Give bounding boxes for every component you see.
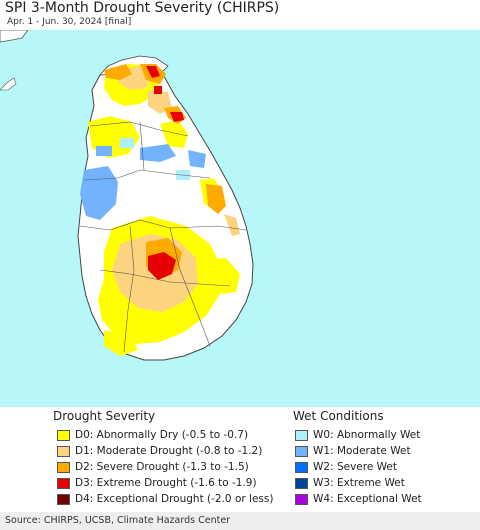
- india-coast-small: [0, 77, 17, 91]
- swatch-w2: [295, 461, 308, 473]
- legend-label: W4: Exceptional Wet: [313, 493, 422, 505]
- swatch-w0: [295, 429, 308, 441]
- legend: Drought Severity Wet Conditions D0: Abno…: [0, 407, 480, 512]
- legend-label: W1: Moderate Wet: [313, 445, 411, 457]
- legend-item-w2: W2: Severe Wet: [295, 460, 397, 474]
- legend-label: D4: Exceptional Drought (-2.0 or less): [75, 493, 274, 505]
- swatch-d4: [57, 493, 70, 505]
- legend-label: D1: Moderate Drought (-0.8 to -1.2): [75, 445, 263, 457]
- title-block: SPI 3-Month Drought Severity (CHIRPS) Ap…: [0, 0, 480, 30]
- legend-item-w1: W1: Moderate Wet: [295, 444, 411, 458]
- legend-item-d3: D3: Extreme Drought (-1.6 to -1.9): [57, 476, 257, 490]
- legend-item-d1: D1: Moderate Drought (-0.8 to -1.2): [57, 444, 262, 458]
- swatch-w1: [295, 445, 308, 457]
- swatch-d0: [57, 429, 70, 441]
- legend-label: W2: Severe Wet: [313, 461, 397, 473]
- drought-legend-title: Drought Severity: [53, 409, 156, 423]
- map-area[interactable]: [0, 30, 480, 407]
- swatch-d1: [57, 445, 70, 457]
- legend-label: D0: Abnormally Dry (-0.5 to -0.7): [75, 429, 249, 441]
- source-credit: Source: CHIRPS, UCSB, Climate Hazards Ce…: [5, 515, 231, 526]
- d3-zones: [146, 66, 184, 280]
- legend-item-d4: D4: Exceptional Drought (-2.0 or less): [57, 492, 273, 506]
- map-subtitle: Apr. 1 - Jun. 30, 2024 [final]: [7, 17, 132, 27]
- swatch-d3: [57, 477, 70, 489]
- legend-item-w0: W0: Abnormally Wet: [295, 428, 420, 442]
- wet-legend-title: Wet Conditions: [293, 409, 384, 423]
- drought-map: [0, 30, 254, 361]
- swatch-w3: [295, 477, 308, 489]
- swatch-d2: [57, 461, 70, 473]
- footer: Source: CHIRPS, UCSB, Climate Hazards Ce…: [0, 512, 480, 530]
- legend-item-w3: W3: Extreme Wet: [295, 476, 405, 490]
- province-boundaries: [79, 121, 247, 353]
- legend-item-d2: D2: Severe Drought (-1.3 to -1.5): [57, 460, 249, 474]
- legend-label: D3: Extreme Drought (-1.6 to -1.9): [75, 477, 257, 489]
- india-landmass: [0, 30, 29, 43]
- legend-label: W3: Extreme Wet: [313, 477, 405, 489]
- legend-label: W0: Abnormally Wet: [313, 429, 421, 441]
- swatch-w4: [295, 493, 308, 505]
- map-title: SPI 3-Month Drought Severity (CHIRPS): [5, 0, 280, 16]
- legend-item-w4: W4: Exceptional Wet: [295, 492, 422, 506]
- legend-item-d0: D0: Abnormally Dry (-0.5 to -0.7): [57, 428, 248, 442]
- legend-label: D2: Severe Drought (-1.3 to -1.5): [75, 461, 249, 473]
